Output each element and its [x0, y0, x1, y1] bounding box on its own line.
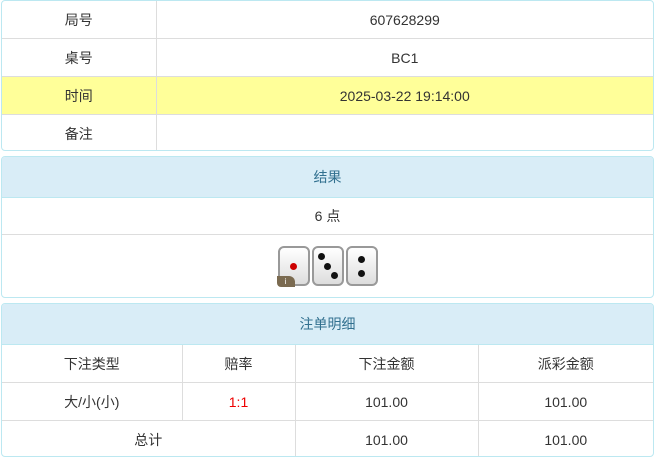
value: 607628299	[155, 1, 653, 39]
bet-details-panel: 注单明细 下注类型 赔率 下注金额 派彩金额 大/小(小) 1:1 101.00…	[1, 303, 654, 457]
die-1-icon: i	[276, 246, 310, 287]
value	[155, 114, 653, 150]
bet-details-title: 注单明细	[2, 304, 653, 345]
label: 局号	[2, 1, 157, 39]
remark-row: 备注	[2, 114, 653, 150]
amount: 101.00	[294, 382, 479, 421]
total-row: 总计 101.00 101.00	[2, 420, 653, 456]
info-icon[interactable]: i	[276, 276, 295, 287]
header-payout: 派彩金额	[477, 345, 653, 383]
info-panel: 局号 607628299 桌号 BC1 时间 2025-03-22 19:14:00 …	[1, 0, 654, 151]
value: 2025-03-22 19:14:00	[155, 76, 653, 115]
label: 备注	[2, 114, 157, 150]
odds: 1:1	[181, 382, 296, 421]
result-points: 6 点	[2, 198, 653, 235]
table-row: 大/小(小) 1:1 101.00 101.00	[2, 382, 653, 421]
payout: 101.00	[477, 382, 653, 421]
total-payout: 101.00	[477, 420, 653, 456]
label: 桌号	[2, 38, 157, 77]
dice-display: i	[2, 235, 653, 297]
header-odds: 赔率	[181, 345, 296, 383]
label: 时间	[2, 76, 157, 115]
time-row: 时间 2025-03-22 19:14:00	[2, 76, 653, 115]
total-amount: 101.00	[294, 420, 479, 456]
die-3-icon	[311, 246, 344, 286]
header-bet-type: 下注类型	[2, 345, 183, 383]
value: BC1	[155, 38, 653, 77]
bet-type: 大/小(小)	[2, 382, 183, 421]
die-2-icon	[345, 246, 378, 286]
result-panel: 结果 6 点 i	[1, 156, 654, 298]
round-row: 局号 607628299	[2, 1, 653, 39]
result-title: 结果	[2, 157, 653, 198]
header-amount: 下注金额	[294, 345, 479, 383]
table-row: 桌号 BC1	[2, 38, 653, 77]
table-header: 下注类型 赔率 下注金额 派彩金额	[2, 345, 653, 383]
total-label: 总计	[2, 420, 296, 456]
